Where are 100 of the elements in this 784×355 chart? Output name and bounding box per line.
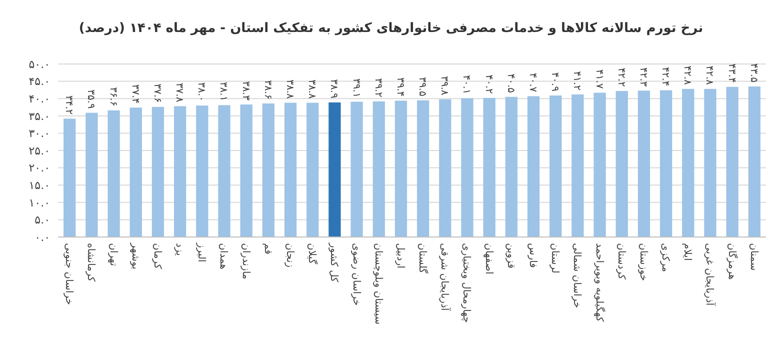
data-label: ۳۸.۶: [262, 80, 273, 100]
data-label: ۳۸.۰: [196, 82, 207, 102]
x-tick-label: البرز: [196, 242, 207, 262]
data-label: ۴۱.۲: [571, 71, 582, 90]
y-tick-label: ۴۰.۰: [28, 92, 50, 106]
bar: [550, 95, 562, 237]
bar: [372, 101, 385, 237]
data-label: ۳۸.۹: [328, 79, 340, 98]
data-label: ۳۸.۳: [240, 81, 251, 102]
data-label: ۴۲.۳: [637, 67, 648, 88]
bar: [527, 96, 540, 237]
x-tick-label: کرمان: [151, 243, 162, 270]
x-tick-label: اردبیل: [394, 243, 406, 268]
bar: [572, 94, 584, 237]
bar: [174, 106, 186, 237]
y-tick-label: ۲۰.۰: [28, 162, 50, 175]
bar: [240, 104, 252, 237]
data-label: ۳۵.۹: [85, 89, 96, 109]
bar: [682, 88, 694, 237]
bar: [64, 118, 76, 237]
y-tick-label: ۲۵.۰: [28, 144, 50, 158]
bar: [262, 103, 274, 237]
x-tick-label: ایلام: [682, 243, 693, 261]
bar: [726, 86, 738, 237]
x-tick-label: کهگیلویه وبویراحمد: [593, 243, 606, 322]
data-label: ۳۹.۴: [394, 77, 406, 97]
data-label: ۳۹.۱: [350, 78, 362, 98]
bar: [328, 102, 341, 237]
data-label: ۳۹.۸: [438, 76, 450, 96]
data-label: ۳۴.۲: [63, 95, 74, 115]
data-label: ۴۳.۵: [748, 63, 759, 82]
x-tick-label: آذربایجان غربی: [704, 243, 717, 307]
x-tick-label: همدان: [218, 243, 229, 270]
bar: [218, 105, 230, 237]
data-label: ۴۰.۹: [549, 72, 560, 92]
x-tick-label: بوشهر: [129, 242, 140, 270]
x-tick-label: خوزستان: [637, 243, 648, 281]
bar: [748, 86, 760, 237]
x-tick-label: مازندران: [240, 243, 251, 280]
chart-title: نرخ تورم سالانه کالاها و خدمات مصرفی خانوارهای کشور به تفکیک استان - مهر ماه ۱۴۰۴ (درصد): [78, 21, 704, 36]
data-label: ۴۱.۷: [593, 69, 604, 90]
y-tick-label: ۳۰.۰: [28, 127, 50, 140]
x-tick-label: گیلان: [306, 243, 318, 264]
x-tick-label: لرستان: [549, 243, 560, 274]
x-tick-label: قزوین: [504, 243, 516, 269]
x-tick-label: کرمانشاه: [85, 243, 96, 282]
x-tick-label: یزد: [174, 243, 185, 256]
bar: [86, 112, 98, 237]
data-label: ۳۹.۵: [416, 77, 428, 96]
bar: [505, 96, 518, 237]
x-tick-label: چهارمحال وبختیاری: [460, 243, 472, 323]
data-label: ۳۶.۶: [107, 87, 118, 106]
data-label: ۳۷.۴: [129, 84, 140, 104]
x-tick-label: سمنان: [748, 243, 759, 271]
x-tick-label: آذربایجان شرقی: [438, 243, 452, 312]
x-tick-label: خراسان شمالی: [571, 243, 582, 308]
y-tick-label: ۱۰.۰: [28, 196, 50, 210]
y-tick-label: ۵۰.۰: [28, 58, 50, 71]
y-tick-label: ۳۵.۰: [28, 110, 50, 123]
x-tick-label: اصفهان: [482, 243, 494, 274]
data-label: ۴۲.۸: [682, 66, 693, 86]
x-tick-label: قم: [262, 243, 273, 255]
bar: [394, 100, 408, 237]
bar: [704, 88, 716, 237]
data-label: ۳۹.۲: [372, 78, 384, 98]
bar: [638, 90, 650, 237]
bar: [350, 102, 363, 237]
data-label: ۳۷.۸: [174, 82, 185, 103]
bar: [284, 102, 297, 237]
x-tick-label: هرمزگان: [726, 243, 738, 280]
data-label: ۴۰.۵: [504, 74, 516, 93]
data-label: ۴۳.۴: [726, 64, 737, 83]
x-tick-label: فارس: [527, 243, 538, 268]
data-label: ۴۲.۸: [704, 66, 715, 86]
x-tick-label: گلستان: [416, 243, 429, 274]
x-tick-label: خراسان جنوبی: [63, 243, 74, 305]
data-label: ۴۰.۲: [482, 74, 494, 94]
x-tick-label: خراسان رضوی: [350, 243, 362, 306]
bar: [196, 106, 208, 237]
x-tick-label: زنجان: [284, 243, 295, 268]
data-label: ۴۰.۱: [460, 74, 472, 94]
bar: [594, 92, 606, 237]
data-label: ۴۲.۲: [615, 68, 626, 87]
y-tick-label: ۴۵.۰: [28, 75, 50, 88]
data-label: ۳۷.۶: [151, 84, 162, 103]
x-tick-label: کردستان: [615, 243, 626, 280]
data-label: ۳۸.۸: [284, 79, 295, 100]
bar: [416, 100, 430, 237]
bar: [306, 102, 319, 237]
data-label: ۳۸.۸: [306, 79, 318, 100]
bar: [616, 90, 628, 237]
bar: [439, 99, 452, 237]
x-tick-label: مرکزی: [660, 243, 671, 272]
data-label: ۴۲.۴: [660, 67, 671, 86]
data-label: ۴۰.۷: [527, 72, 538, 93]
bar: [660, 90, 672, 237]
bar: [461, 98, 474, 237]
x-tick-label: سیستان وبلوچستان: [372, 243, 384, 325]
y-tick-label: ۰.۰: [34, 230, 50, 244]
bar: [483, 98, 496, 237]
